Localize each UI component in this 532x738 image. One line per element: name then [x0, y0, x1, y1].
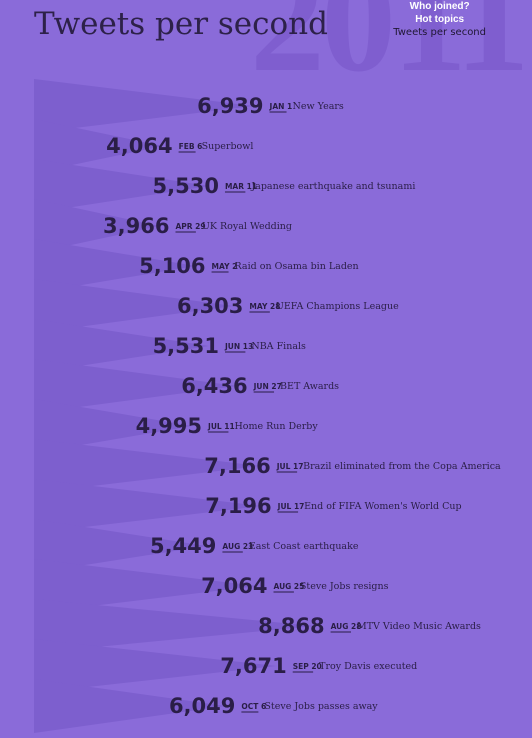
nav-link-who-joined[interactable]: Who joined? [409, 1, 470, 12]
date-label-11: AUG 23 [222, 542, 253, 551]
date-label-3: APR 29 [175, 222, 205, 231]
value-label-1: 4,064 [106, 134, 172, 158]
wedge-bar-9 [34, 439, 261, 493]
date-label-5: MAY 28 [249, 302, 280, 311]
wedge-bar-3 [34, 199, 160, 253]
date-label-6: JUN 13 [224, 342, 253, 351]
date-label-0: JAN 1 [269, 102, 293, 111]
date-label-4: MAY 2 [212, 262, 238, 271]
wedge-bar-15 [34, 679, 226, 733]
wedge-bar-14 [34, 639, 277, 693]
value-label-8: 4,995 [136, 414, 202, 438]
event-label-6: NBA Finals [251, 341, 306, 352]
value-label-4: 5,106 [139, 254, 205, 278]
value-label-9: 7,166 [204, 454, 270, 478]
value-label-7: 6,436 [181, 374, 247, 398]
wedge-bar-13 [34, 599, 315, 653]
event-label-11: East Coast earthquake [249, 541, 359, 552]
date-label-2: MAR 11 [225, 182, 257, 191]
value-label-2: 5,530 [153, 174, 219, 198]
nav-link-hot-topics[interactable]: Hot topics [415, 14, 465, 25]
event-label-14: Troy Davis executed [319, 661, 417, 672]
date-label-1: FEB 6 [179, 142, 203, 151]
wedge-bar-10 [34, 479, 262, 533]
date-label-9: JUL 17 [276, 462, 304, 471]
background-year: 2011 [250, 0, 530, 103]
event-label-0: New Years [293, 101, 344, 112]
value-label-6: 5,531 [153, 334, 219, 358]
value-label-10: 7,196 [205, 494, 271, 518]
value-label-12: 7,064 [201, 574, 267, 598]
event-label-1: Superbowl [202, 141, 254, 152]
date-label-13: AUG 28 [331, 622, 362, 631]
value-label-15: 6,049 [169, 694, 235, 718]
event-label-12: Steve Jobs resigns [300, 581, 389, 592]
wedge-bar-2 [34, 159, 209, 213]
event-label-13: MTV Video Music Awards [357, 621, 481, 632]
wedge-bar-4 [34, 239, 196, 293]
date-label-10: JUL 17 [277, 502, 305, 511]
event-label-8: Home Run Derby [234, 421, 318, 432]
event-label-7: BET Awards [280, 381, 339, 392]
event-label-15: Steve Jobs passes away [264, 701, 378, 712]
wedge-bar-0 [34, 79, 254, 133]
wedge-bar-11 [34, 519, 207, 573]
value-label-11: 5,449 [150, 534, 216, 558]
event-label-2: Japanese earthquake and tsunami [250, 181, 415, 192]
nav-link-tweets-per-second[interactable]: Tweets per second [393, 27, 486, 38]
wedge-bar-7 [34, 359, 238, 413]
page-title: Tweets per second [34, 6, 328, 42]
event-label-3: UK Royal Wedding [202, 221, 292, 232]
date-label-12: AUG 25 [274, 582, 305, 591]
event-label-4: Raid on Osama bin Laden [235, 261, 359, 272]
event-label-10: End of FIFA Women's World Cup [304, 501, 461, 512]
event-label-5: UEFA Champions League [276, 301, 399, 312]
wedge-bar-12 [34, 559, 258, 613]
wedge-bar-5 [34, 279, 234, 333]
topic-nav: Who joined? Hot topics Tweets per second [393, 0, 486, 39]
value-label-14: 7,671 [220, 654, 286, 678]
wedge-bar-1 [34, 119, 163, 173]
value-label-5: 6,303 [177, 294, 243, 318]
value-label-0: 6,939 [197, 94, 263, 118]
date-label-14: SEP 20 [293, 662, 322, 671]
date-label-15: OCT 6 [241, 702, 266, 711]
date-label-7: JUN 27 [253, 382, 282, 391]
wedge-bar-6 [34, 319, 210, 373]
date-label-8: JUL 11 [207, 422, 235, 431]
value-label-3: 3,966 [103, 214, 169, 238]
value-label-13: 8,868 [258, 614, 324, 638]
event-label-9: Brazil eliminated from the Copa America [303, 461, 501, 472]
wedge-bar-8 [34, 399, 193, 453]
